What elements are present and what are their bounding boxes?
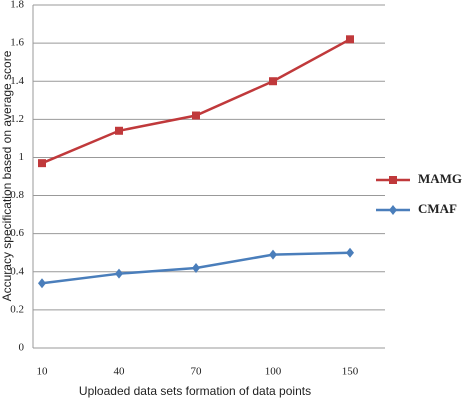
y-tick-label: 0 <box>19 342 25 354</box>
legend-marker <box>389 205 397 215</box>
y-axis-label: Accuracy specification based on average … <box>0 50 14 301</box>
x-axis-label: Uploaded data sets formation of data poi… <box>79 384 311 398</box>
y-tick-label: 1 <box>19 151 25 163</box>
x-tick-label: 100 <box>265 366 282 378</box>
y-tick-label: 0.6 <box>10 227 24 239</box>
point <box>269 77 277 86</box>
legend-label: MAMG <box>418 171 462 186</box>
point <box>38 278 46 289</box>
point <box>192 262 200 273</box>
y-tick-label: 0.4 <box>10 265 24 277</box>
x-tick-label: 10 <box>37 366 49 378</box>
point <box>192 111 200 120</box>
y-tick-label: 1.8 <box>10 0 24 11</box>
x-tick-label: 40 <box>114 366 126 378</box>
x-tick-label: 70 <box>191 366 203 378</box>
series-line <box>41 38 351 165</box>
point <box>38 159 46 168</box>
y-tick-label: 0.8 <box>10 189 24 201</box>
y-tick-label: 0.2 <box>10 303 24 315</box>
point <box>115 268 123 279</box>
point <box>346 35 354 44</box>
point <box>115 126 123 135</box>
legend-marker <box>389 176 397 184</box>
legend-label: CMAF <box>418 201 457 216</box>
point <box>269 249 277 260</box>
x-tick-label: 150 <box>342 366 359 378</box>
y-tick-label: 1.2 <box>10 113 24 125</box>
y-tick-label: 1.4 <box>10 75 24 87</box>
y-tick-label: 1.6 <box>10 37 24 49</box>
point <box>346 247 354 258</box>
